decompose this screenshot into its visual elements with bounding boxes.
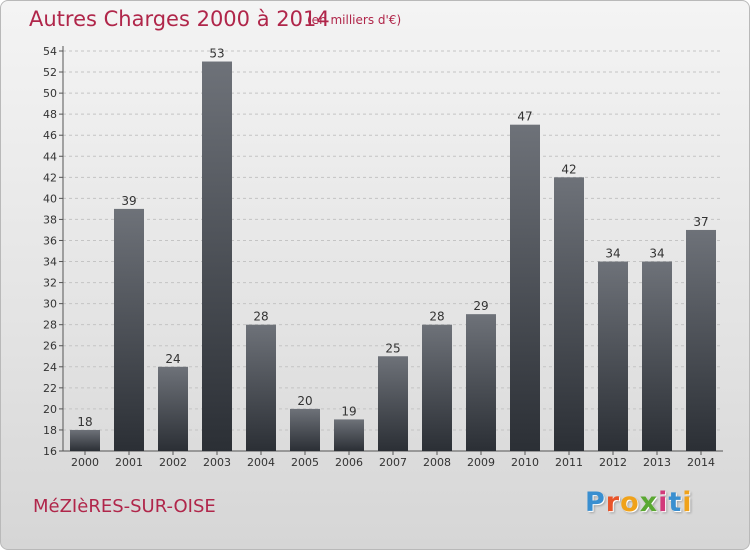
x-tick-label-2009: 2009 — [467, 456, 495, 469]
y-tick-label: 48 — [43, 108, 57, 121]
x-tick-label-2006: 2006 — [335, 456, 363, 469]
logo-letter: i — [682, 487, 693, 518]
x-tick-label-2005: 2005 — [291, 456, 319, 469]
x-axis-ticks: 2000 2001 2002 2003 2004 2005 2006 2007 2008 2009… — [71, 451, 715, 469]
y-axis-ticks: 16 18 20 22 24 26 28 30 32 34 36 38 40 42 44 46 48 50 52 54 — [43, 45, 63, 458]
data-label-2007: 25 — [385, 341, 400, 355]
y-tick-label: 30 — [43, 298, 57, 311]
y-tick-label: 54 — [43, 45, 57, 58]
data-label-2003: 53 — [209, 47, 224, 61]
x-tick-label-2000: 2000 — [71, 456, 99, 469]
bar-2007 — [378, 356, 408, 451]
y-tick-label: 32 — [43, 277, 57, 290]
x-tick-label-2003: 2003 — [203, 456, 231, 469]
y-tick-label: 46 — [43, 129, 57, 142]
x-tick-label-2010: 2010 — [511, 456, 539, 469]
data-label-2014: 37 — [693, 215, 708, 229]
bar-2008 — [422, 324, 452, 451]
x-tick-label-2001: 2001 — [115, 456, 143, 469]
bar-2006 — [334, 419, 364, 451]
data-label-2001: 39 — [121, 194, 136, 208]
bar-2014 — [686, 229, 716, 451]
bar-2000 — [70, 429, 100, 451]
y-tick-label: 36 — [43, 234, 57, 247]
y-tick-label: 50 — [43, 87, 57, 100]
bar-2011 — [554, 177, 584, 451]
bar-2009 — [466, 314, 496, 451]
bar-2001 — [114, 208, 144, 451]
bar-2010 — [510, 124, 540, 452]
x-tick-label-2012: 2012 — [599, 456, 627, 469]
bar-2004 — [246, 324, 276, 451]
x-tick-label-2002: 2002 — [159, 456, 187, 469]
y-tick-label: 42 — [43, 171, 57, 184]
commune-name: MéZIèRES-SUR-OISE — [33, 496, 216, 517]
x-tick-label-2014: 2014 — [687, 456, 715, 469]
logo-letter: i — [658, 487, 669, 518]
logo-letter: P — [585, 487, 606, 518]
logo-letter: t — [668, 487, 683, 518]
y-tick-label: 18 — [43, 424, 57, 437]
x-tick-label-2011: 2011 — [555, 456, 583, 469]
x-tick-label-2008: 2008 — [423, 456, 451, 469]
data-label-2005: 20 — [297, 394, 312, 408]
bars — [70, 61, 716, 452]
data-label-2000: 18 — [77, 415, 92, 429]
logo-letter: r — [605, 487, 621, 518]
y-tick-label: 20 — [43, 403, 57, 416]
data-label-2013: 34 — [649, 247, 664, 261]
bar-2002 — [158, 366, 188, 451]
data-label-2010: 47 — [517, 110, 532, 124]
y-tick-label: 24 — [43, 361, 57, 374]
data-label-2002: 24 — [165, 352, 180, 366]
y-tick-label: 26 — [43, 340, 57, 353]
chart-subtitle: (en milliers d'€) — [307, 13, 402, 27]
data-label-2012: 34 — [605, 247, 620, 261]
bar-2003 — [202, 61, 232, 452]
y-tick-label: 34 — [43, 256, 57, 269]
data-label-2011: 42 — [561, 162, 576, 176]
data-label-2009: 29 — [473, 299, 488, 313]
data-label-2008: 28 — [429, 310, 444, 324]
y-tick-label: 38 — [43, 213, 57, 226]
y-tick-label: 44 — [43, 150, 57, 163]
y-tick-label: 28 — [43, 319, 57, 332]
data-label-2004: 28 — [253, 310, 268, 324]
data-labels: 18 39 24 53 28 20 19 25 28 29 47 42 34 34 37 — [77, 47, 708, 429]
bar-2012 — [598, 261, 628, 451]
bar-2013 — [642, 261, 672, 451]
x-tick-label-2007: 2007 — [379, 456, 407, 469]
bar-2005 — [290, 408, 320, 451]
y-tick-label: 52 — [43, 66, 57, 79]
chart-title: Autres Charges 2000 à 2014 — [29, 7, 330, 31]
proxiti-logo: Proxiti — [585, 487, 693, 518]
y-tick-label: 22 — [43, 382, 57, 395]
logo-letter: o — [620, 487, 640, 518]
y-tick-label: 40 — [43, 192, 57, 205]
y-tick-label: 16 — [43, 445, 57, 458]
data-label-2006: 19 — [341, 404, 356, 418]
logo-letter: x — [639, 487, 659, 518]
x-tick-label-2004: 2004 — [247, 456, 275, 469]
x-tick-label-2013: 2013 — [643, 456, 671, 469]
